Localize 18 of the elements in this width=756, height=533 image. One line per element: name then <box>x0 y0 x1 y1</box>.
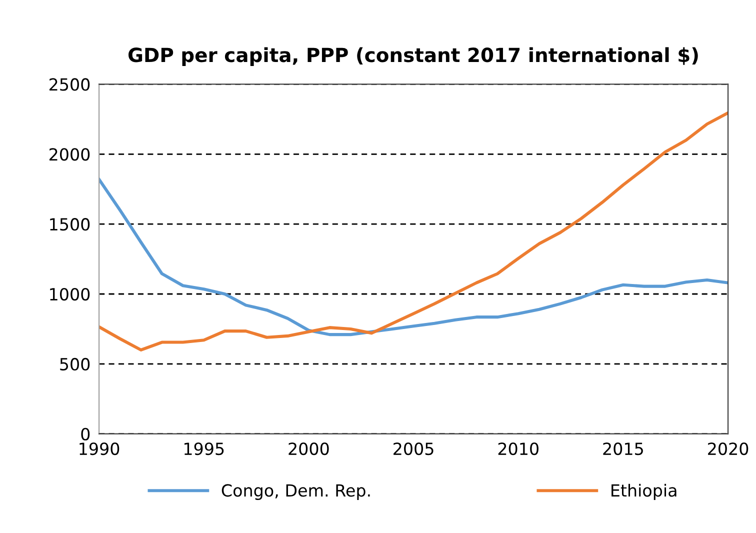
chart-title: GDP per capita, PPP (constant 2017 international $) <box>128 47 698 66</box>
x-tick-label: 2020 <box>708 442 748 456</box>
y-tick-label: 2000 <box>50 148 90 161</box>
line-series <box>99 178 728 336</box>
legend-label: Ethiopia <box>612 484 676 500</box>
x-tick-label: 2015 <box>603 442 643 456</box>
y-tick-label: 0 <box>81 428 90 440</box>
legend-label: Congo, Dem. Rep. <box>222 484 370 500</box>
x-tick-label: 1995 <box>184 442 224 456</box>
x-tick-label: 1990 <box>80 442 120 456</box>
y-tick-label: 500 <box>60 358 90 370</box>
y-tick-label: 1500 <box>50 218 90 231</box>
x-tick-label: 2000 <box>288 442 329 456</box>
x-tick-label: 2005 <box>394 442 434 456</box>
line-series <box>99 111 728 352</box>
x-tick-label: 2010 <box>498 442 538 456</box>
y-tick-label: 2500 <box>50 78 90 91</box>
y-tick-label: 1000 <box>50 288 90 301</box>
